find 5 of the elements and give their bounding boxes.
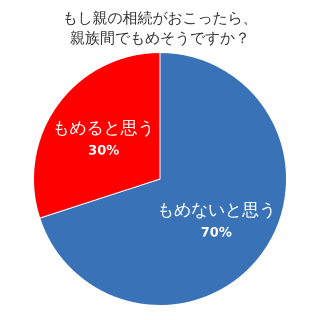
data-label: 30%: [88, 143, 120, 158]
slice-label: もめないと思う: [156, 200, 276, 220]
data-label: 70%: [200, 225, 232, 240]
chart-title: もし親の相続がおこったら、親族間でもめそうですか？: [62, 8, 258, 48]
slice-label: もめると思う: [52, 118, 155, 139]
